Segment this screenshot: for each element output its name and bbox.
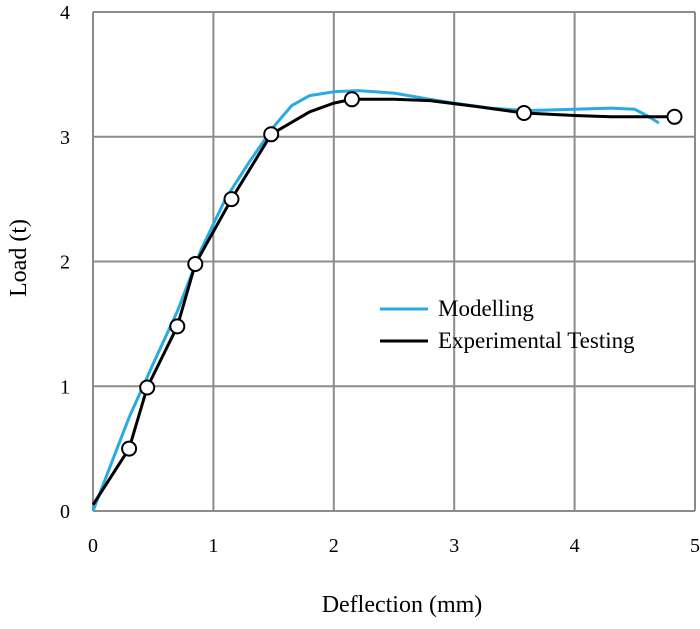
data-point-marker: [263, 126, 280, 143]
legend-label-modelling: Modelling: [438, 296, 534, 321]
y-tick-label: 0: [60, 501, 70, 523]
grid: [92, 11, 696, 512]
data-point-marker: [139, 379, 156, 396]
series-line-modelling: [91, 89, 660, 512]
y-tick-label: 4: [60, 2, 70, 24]
data-point-marker: [169, 318, 186, 335]
x-tick-label: 0: [88, 535, 98, 557]
data-point-marker: [187, 256, 204, 272]
data-point-marker: [666, 108, 683, 125]
data-point-marker: [516, 105, 532, 121]
x-tick-label: 4: [570, 535, 580, 557]
data-point-marker: [223, 191, 240, 208]
data-point-marker: [121, 440, 138, 457]
series-line-experimental: [91, 97, 675, 506]
y-tick-label: 2: [60, 252, 70, 274]
data-point-marker: [343, 91, 360, 108]
y-axis-title: Load (t): [6, 219, 32, 297]
x-tick-label: 2: [329, 535, 339, 557]
legend: Modelling Experimental Testing: [380, 296, 635, 353]
x-axis-title: Deflection (mm): [322, 592, 483, 618]
series-group: [91, 89, 683, 512]
x-tick-label: 1: [208, 535, 218, 557]
x-tick-label: 5: [690, 535, 700, 557]
y-tick-label: 3: [60, 127, 70, 149]
tick-labels: 0 1 2 3 4 5 0 1 2 3 4: [60, 2, 700, 557]
legend-label-experimental: Experimental Testing: [438, 328, 635, 353]
x-tick-label: 3: [449, 535, 459, 557]
y-tick-label: 1: [60, 376, 70, 398]
